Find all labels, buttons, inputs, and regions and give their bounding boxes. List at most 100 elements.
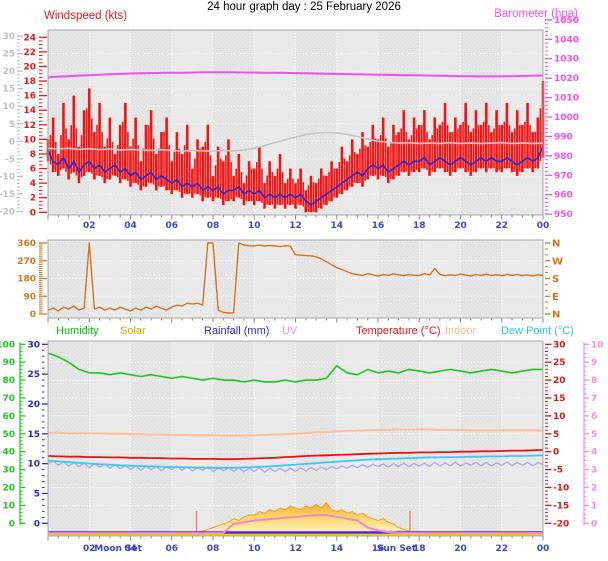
sun-set-label: Sun Set — [377, 544, 417, 554]
axis-tick-label: 0 — [591, 519, 597, 529]
axis-tick-label: 980 — [554, 152, 573, 162]
hour-label: 02 — [83, 544, 96, 554]
axis-tick-label: 12 — [23, 121, 36, 131]
axis-tick-label: 990 — [554, 132, 573, 142]
axis-tick-label: 950 — [554, 210, 573, 220]
wind-average-series — [47, 146, 544, 206]
hour-label: 12 — [289, 544, 302, 554]
hour-label: 12 — [289, 221, 302, 231]
axis-tick-label: 20 — [553, 376, 566, 386]
axis-tick-label: 10 — [2, 501, 15, 511]
axis-tick-label: 20 — [27, 400, 40, 410]
axis-tick-label: 14 — [23, 106, 36, 116]
axis-tick-label: 1030 — [554, 55, 579, 65]
axis-tick-label: 4 — [30, 179, 36, 189]
uv-series — [48, 514, 543, 534]
axis-tick-label: 22 — [23, 48, 36, 58]
axis-tick-label: 10 — [553, 412, 566, 422]
unlabeled-lavender-line-series — [47, 459, 544, 473]
hour-label: 16 — [372, 221, 385, 231]
hour-label: 06 — [165, 221, 178, 231]
hour-label: 00 — [537, 544, 550, 554]
axis-tick-label: 8 — [591, 376, 597, 386]
hour-label: 22 — [495, 544, 508, 554]
axis-tick-label: 40 — [2, 448, 15, 458]
axis-tick-label: 10 — [23, 135, 36, 145]
axis-tick-label: 7 — [591, 394, 597, 404]
hour-label: 22 — [495, 221, 508, 231]
axis-tick-label: 25 — [553, 358, 566, 368]
axis-tick-label: 18 — [23, 77, 36, 87]
axis-tick-label: -5 — [553, 466, 563, 476]
hour-label: 14 — [330, 544, 343, 554]
axis-tick-label: 5 — [591, 430, 597, 440]
legend-indoor: Indoor — [445, 325, 477, 337]
axis-tick-label: -20 — [553, 519, 569, 529]
axis-tick-label: 30 — [2, 466, 15, 476]
axis-tick-label: 15 — [27, 430, 40, 440]
axis-tick-label: 16 — [23, 92, 36, 102]
temperature-series — [47, 449, 544, 461]
axis-tick-label: 60 — [2, 412, 15, 422]
hour-label: 14 — [330, 221, 343, 231]
dew-point-series — [47, 454, 544, 469]
moon-set-label: Moon Set — [94, 544, 142, 554]
axis-tick-label: 70 — [2, 394, 15, 404]
hour-label: 08 — [207, 544, 220, 554]
hour-label: 04 — [124, 544, 137, 554]
axis-tick-label: 1010 — [554, 94, 579, 104]
hour-label: 18 — [413, 544, 426, 554]
axis-tick-label: 90 — [23, 292, 36, 302]
axis-tick-label: 90 — [2, 358, 15, 368]
axis-tick-label: -15 — [0, 190, 15, 200]
hour-label: 04 — [124, 221, 137, 231]
unlabeled-gray-line-series — [47, 131, 544, 152]
axis-tick-label: 0 — [30, 208, 36, 218]
axis-tick-label: 20 — [23, 62, 36, 72]
axis-tick-label: 100 — [0, 340, 15, 350]
axis-tick-label: 9 — [591, 358, 597, 368]
axis-tick-label: 1 — [591, 501, 597, 511]
humidity-series — [47, 352, 543, 383]
legend-windspeed: Windspeed (kts) — [44, 10, 128, 22]
axis-tick-label: 30 — [27, 340, 40, 350]
compass-label: N — [552, 310, 560, 321]
axis-tick-label: 10 — [2, 102, 15, 112]
axis-tick-label: 5 — [34, 489, 40, 499]
legend-barometer: Barometer (hpa) — [494, 8, 578, 20]
axis-tick-label: 10 — [27, 460, 40, 470]
hour-label: 10 — [248, 544, 261, 554]
axis-tick-label: -10 — [553, 484, 569, 494]
hour-label: 18 — [413, 221, 426, 231]
axis-tick-label: 180 — [17, 275, 36, 285]
axis-tick-label: 20 — [2, 484, 15, 494]
axis-tick-label: 30 — [2, 32, 15, 42]
axis-tick-label: 360 — [17, 239, 36, 249]
axis-tick-label: -15 — [553, 501, 569, 511]
graph-title: 24 hour graph day : 25 February 2026 — [207, 1, 401, 13]
compass-label: W — [552, 256, 563, 267]
plot-border — [47, 239, 544, 319]
compass-label: N — [552, 239, 560, 250]
axis-tick-label: 10 — [591, 340, 604, 350]
axis-tick-label: -5 — [5, 155, 15, 165]
legend-solar: Solar — [120, 325, 146, 337]
axis-tick-label: 24 — [23, 33, 36, 43]
axis-tick-label: 25 — [27, 370, 40, 380]
indoor-series — [48, 428, 544, 437]
compass-label: S — [552, 274, 559, 285]
axis-tick-label: 8 — [30, 150, 36, 160]
axis-tick-label: 0 — [553, 448, 559, 458]
axis-tick-label: 25 — [2, 50, 15, 60]
axis-tick-label: 50 — [2, 430, 15, 440]
hour-label: 20 — [454, 221, 467, 231]
legend-rainfall: Rainfall (mm) — [204, 325, 270, 337]
legend-temperature: Temperature (°C) — [356, 325, 441, 337]
plot-border — [47, 340, 544, 537]
axis-tick-label: 0 — [9, 137, 15, 147]
legend-uv: UV — [282, 325, 298, 337]
axis-tick-label: 15 — [553, 394, 566, 404]
hour-label: 06 — [165, 544, 178, 554]
